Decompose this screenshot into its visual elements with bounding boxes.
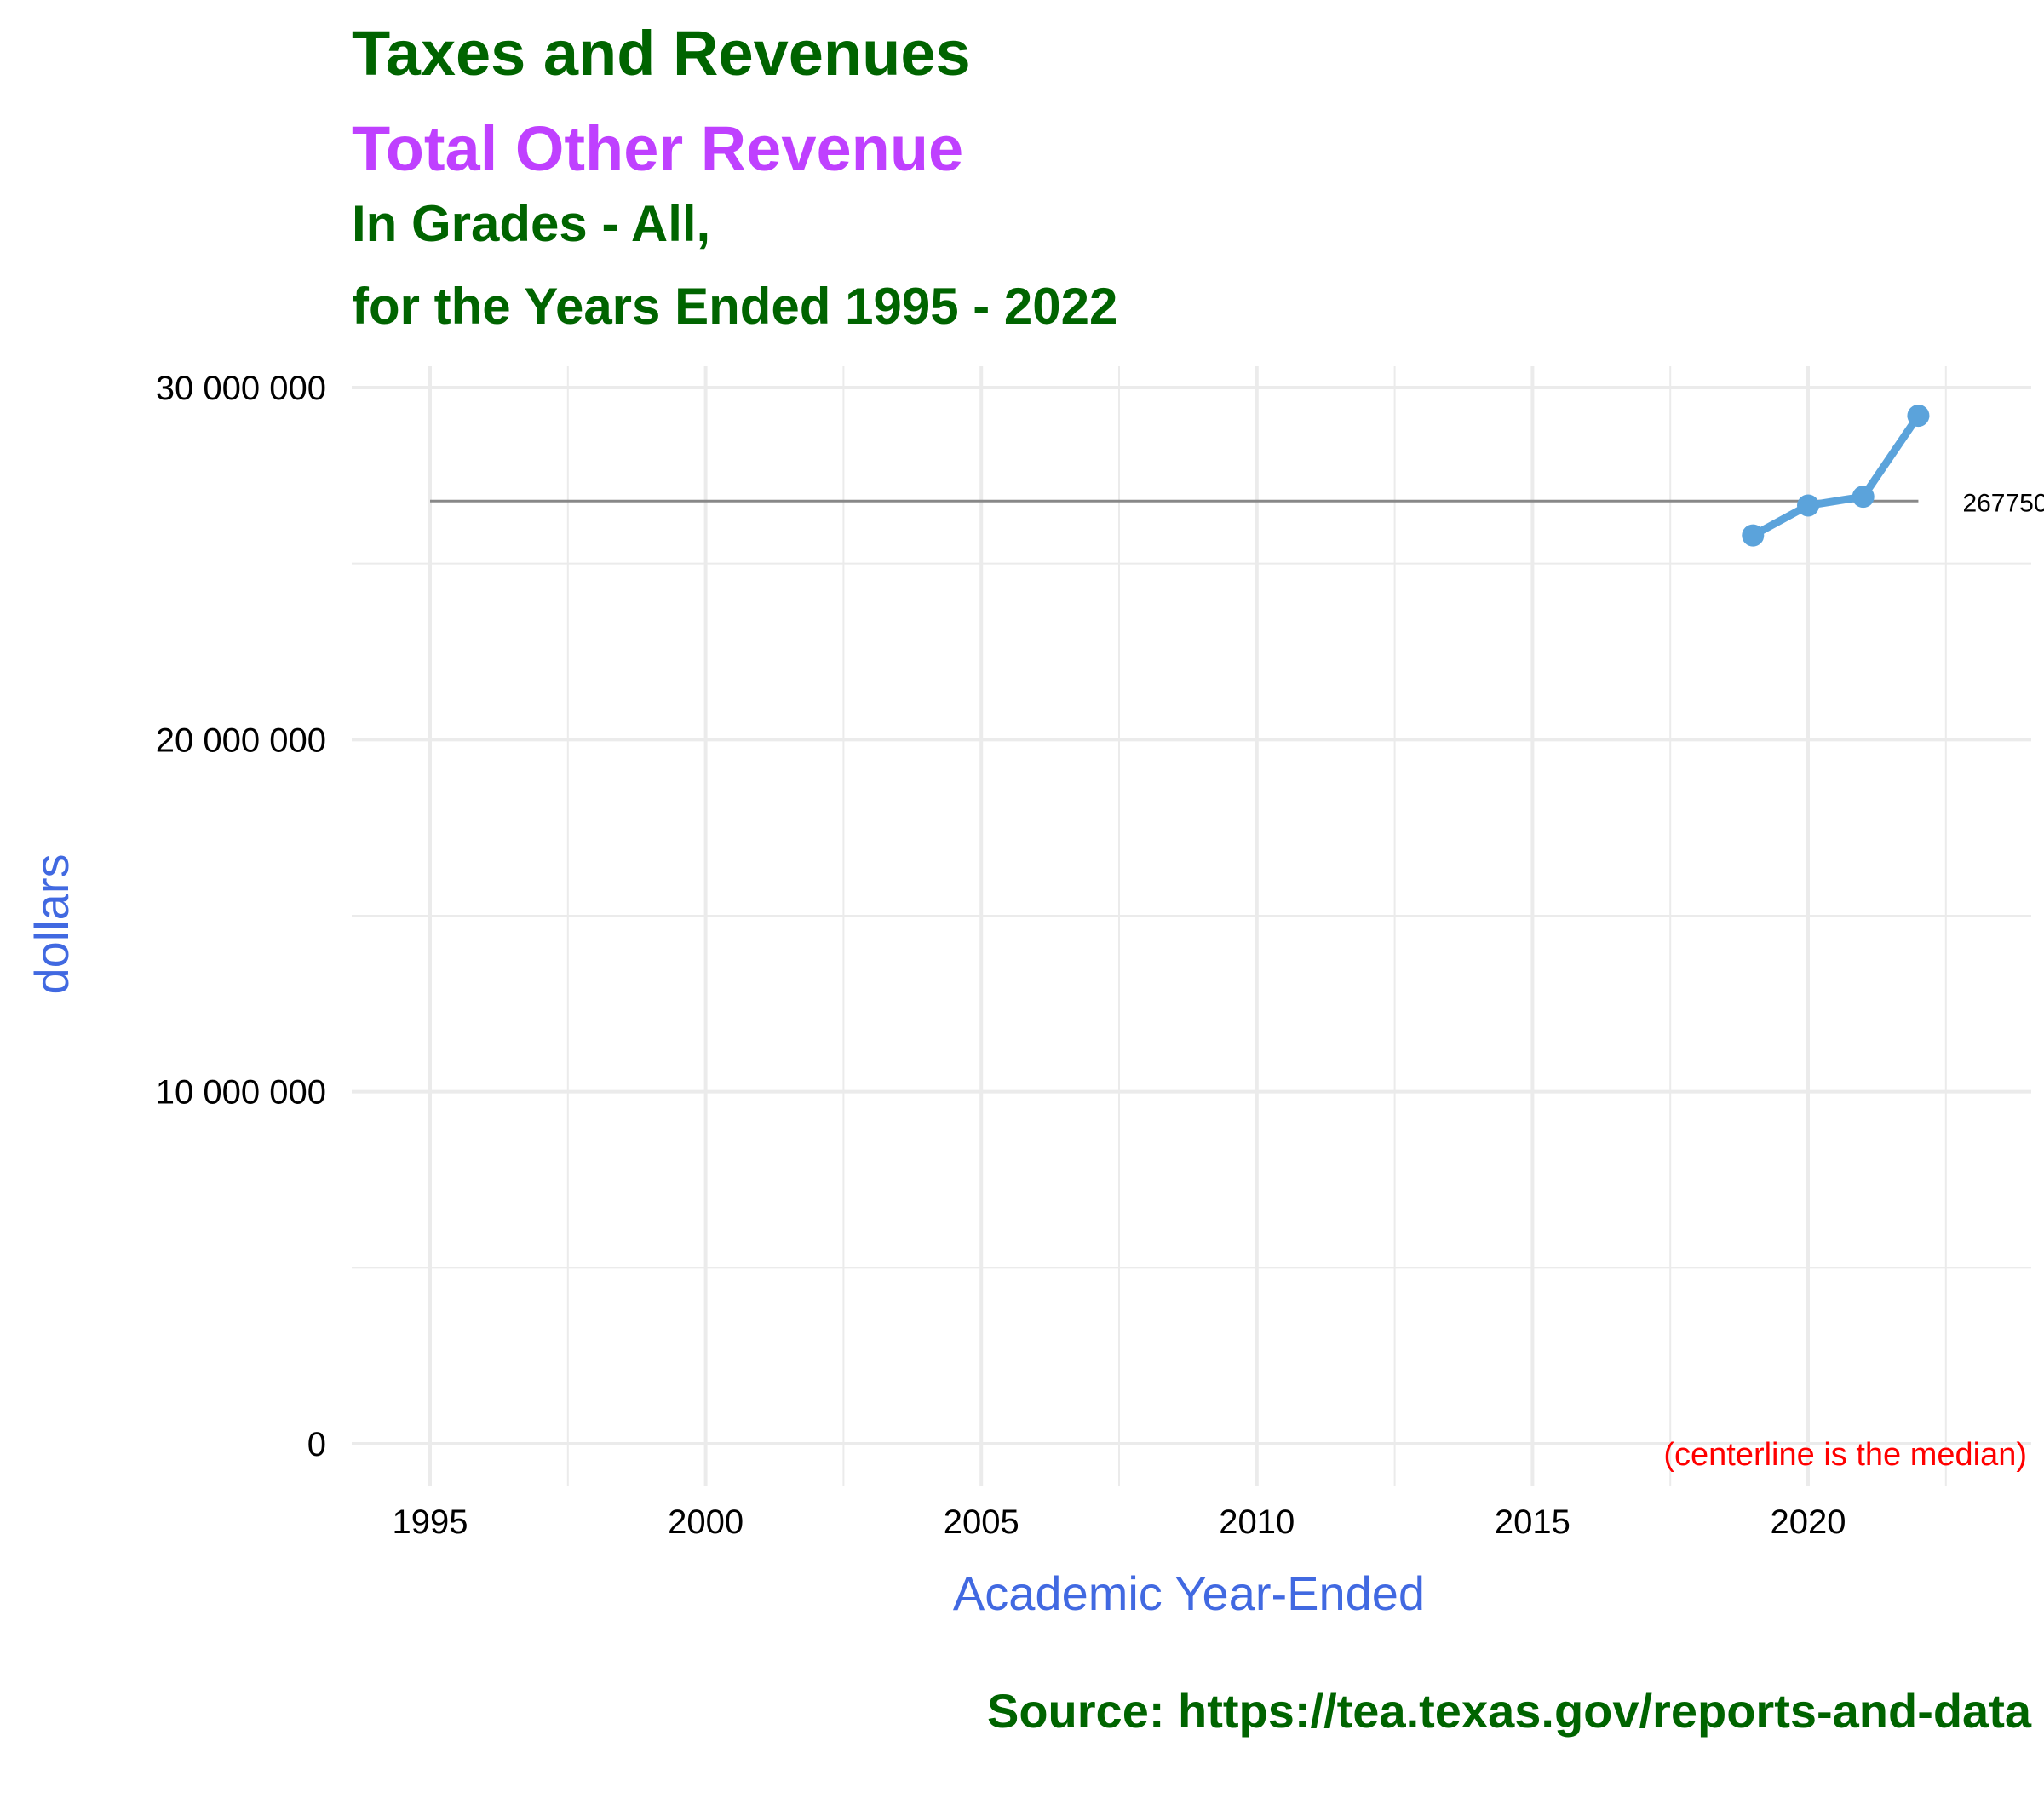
source-caption: Source: https://tea.texas.gov/reports-an… [987, 1684, 2032, 1738]
x-axis-label: Academic Year-Ended [953, 1566, 1425, 1620]
chart-subtitle: Total Other Revenue [352, 113, 963, 184]
data-point [1907, 405, 1930, 428]
y-tick-label: 10 000 000 [156, 1074, 326, 1112]
data-point [1742, 524, 1765, 547]
tick-layer: 0 10 000 000 20 000 000 30 000 000 1995 2000 2… [156, 370, 1846, 1541]
median-layer: 267750 [430, 489, 2044, 517]
median-label: 267750 [1962, 489, 2044, 517]
chart-subtitle-grades: In Grades - All, [352, 195, 710, 252]
series-line [1748, 411, 1922, 540]
y-tick-label: 20 000 000 [156, 721, 326, 759]
x-tick-label: 2020 [1771, 1503, 1846, 1541]
data-point [1797, 494, 1819, 517]
y-axis-label: dollars [25, 854, 78, 995]
grid-layer [352, 366, 2031, 1486]
x-tick-label: 2010 [1219, 1503, 1295, 1541]
x-tick-label: 1995 [393, 1503, 468, 1541]
median-note: (centerline is the median) [1663, 1437, 2027, 1473]
chart-subtitle-years: for the Years Ended 1995 - 2022 [352, 278, 1117, 335]
chart-title: Taxes and Revenues [352, 18, 971, 89]
series-layer [1742, 405, 1930, 547]
x-tick-label: 2015 [1495, 1503, 1570, 1541]
x-tick-label: 2000 [668, 1503, 744, 1541]
x-tick-label: 2005 [944, 1503, 1019, 1541]
y-tick-label: 0 [307, 1426, 326, 1463]
data-point [1852, 486, 1875, 509]
y-tick-label: 30 000 000 [156, 370, 326, 407]
